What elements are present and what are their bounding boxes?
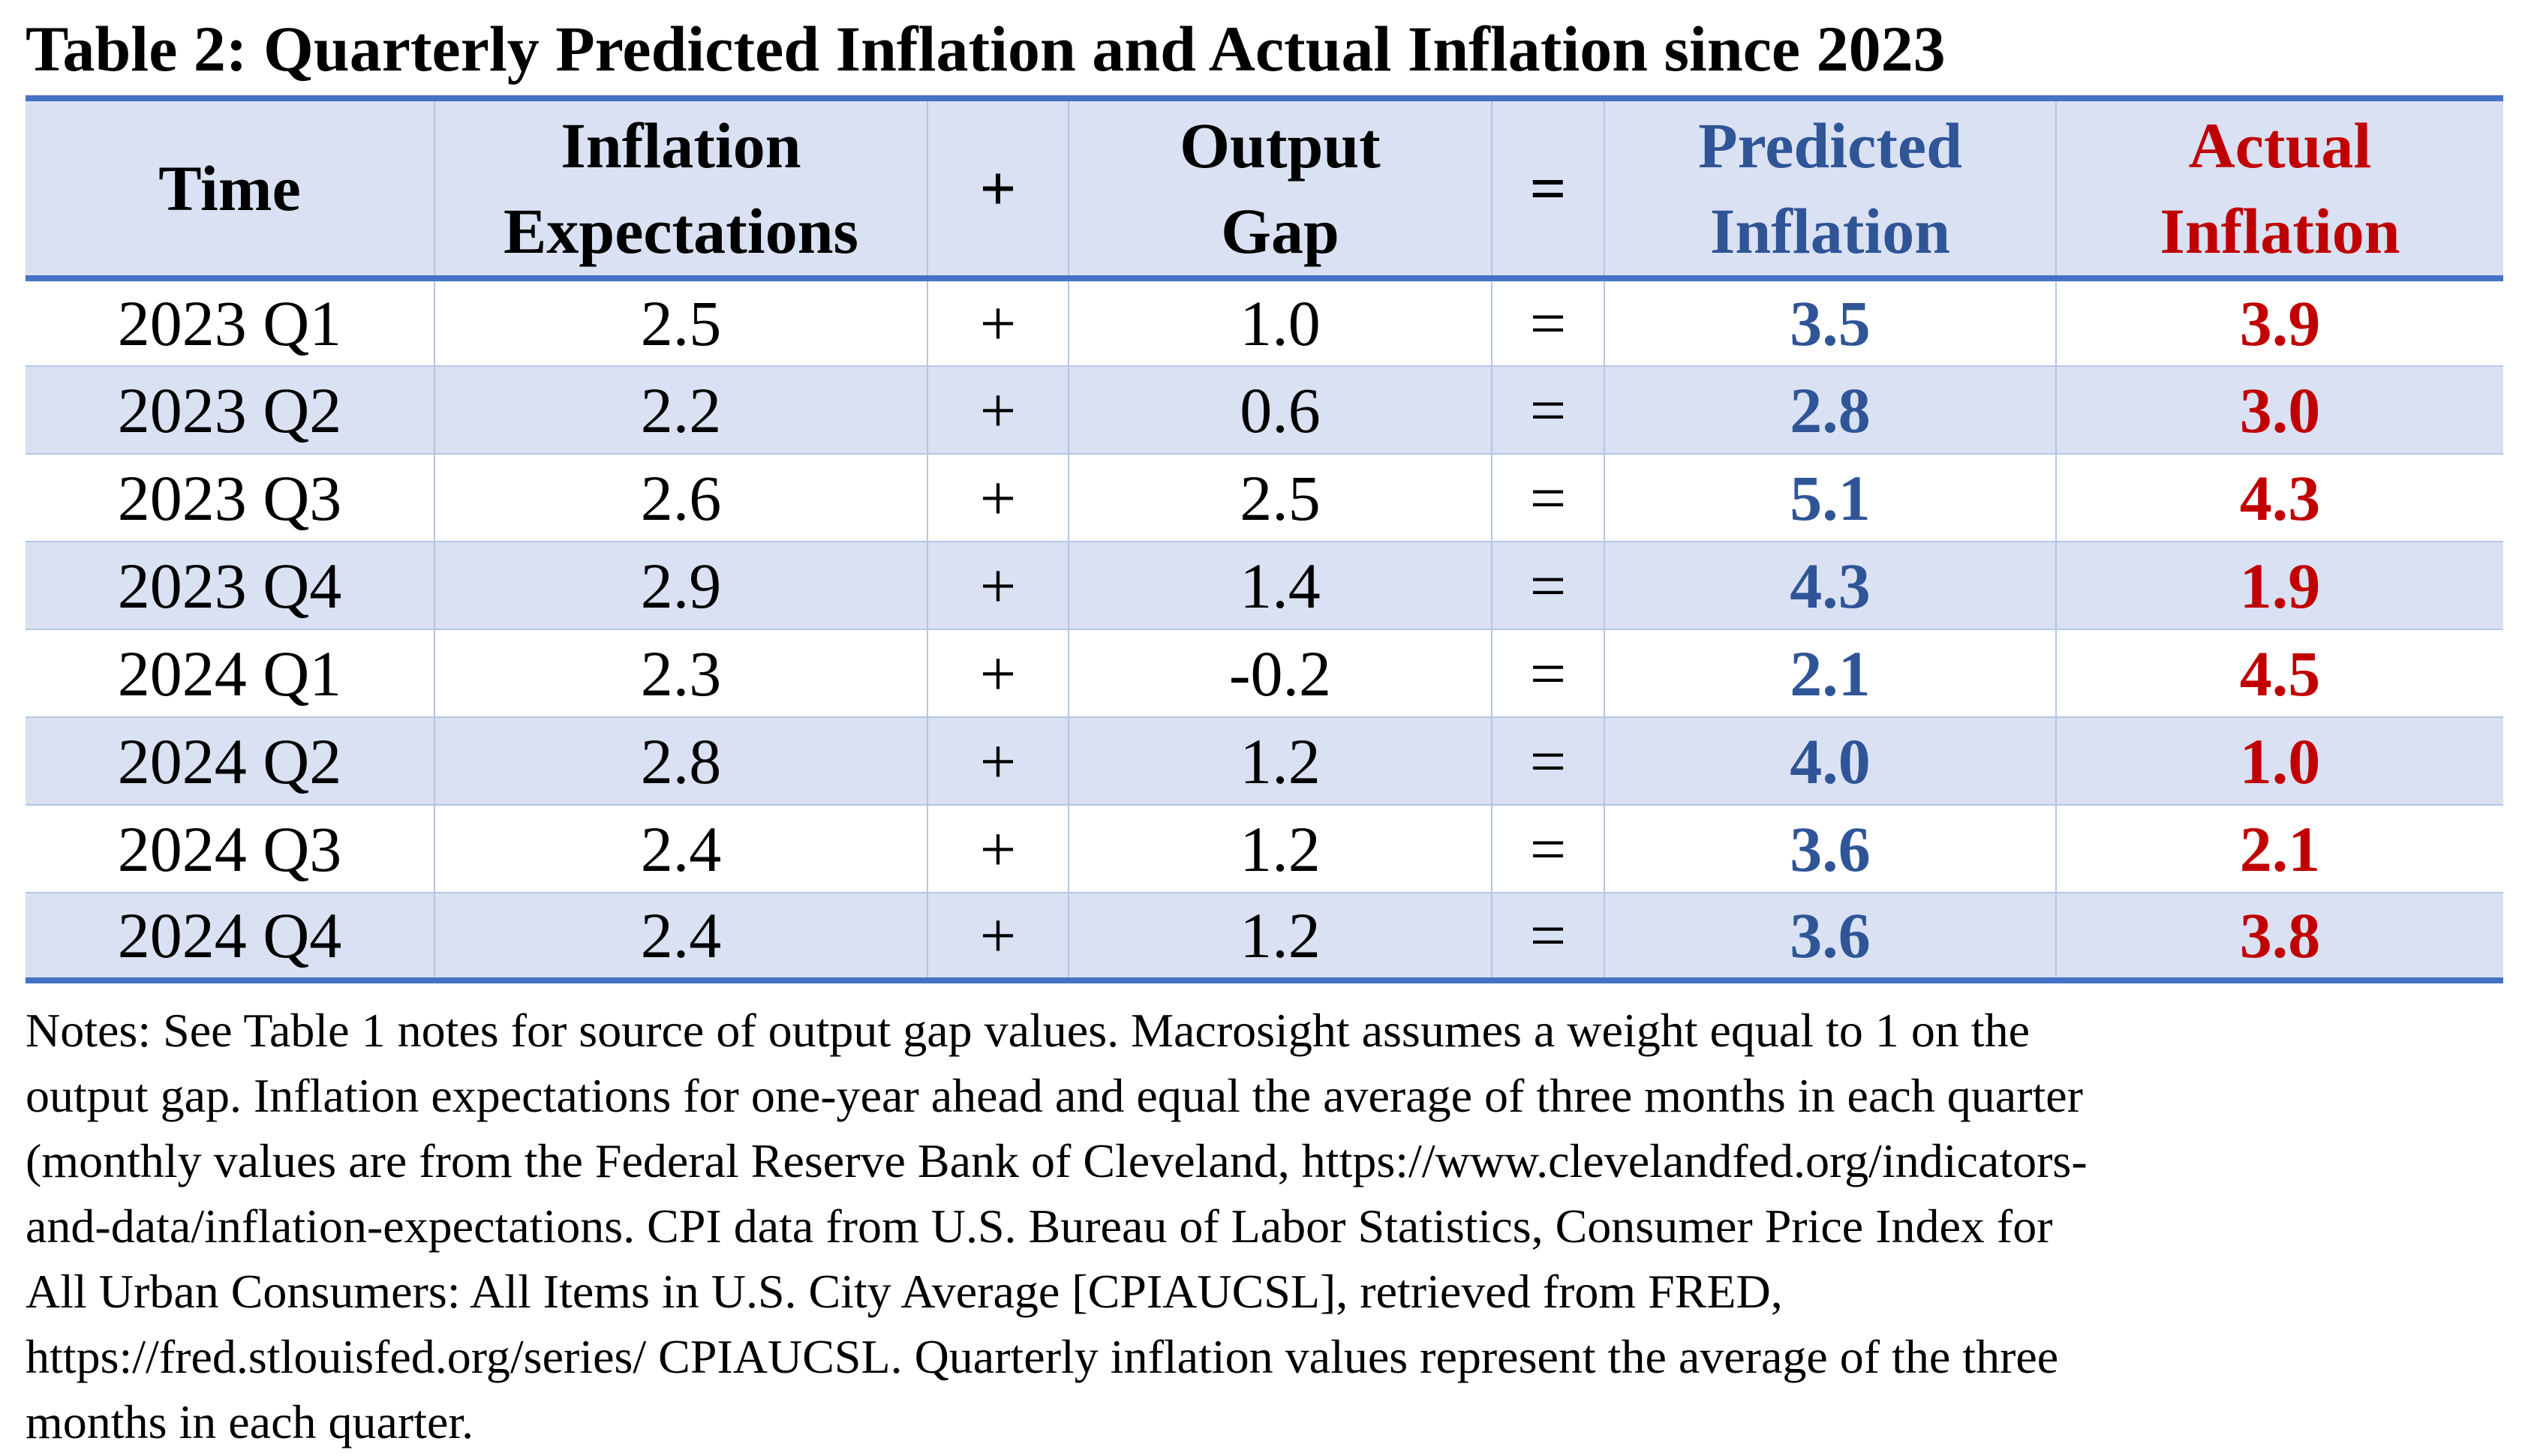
time-cell: 2024 Q4 xyxy=(26,892,434,983)
header-equals-label: = xyxy=(1529,152,1567,224)
header-predicted-line2: Inflation xyxy=(1709,195,1951,267)
output-gap-cell: 1.2 xyxy=(1068,804,1492,893)
output-gap-cell: 2.5 xyxy=(1068,453,1492,542)
plus-cell: + xyxy=(927,716,1069,805)
actual-cell: 3.8 xyxy=(2055,892,2503,983)
predicted-cell: 5.1 xyxy=(1604,453,2056,542)
predicted-cell: 4.3 xyxy=(1604,541,2056,629)
header-predicted-line1: Predicted xyxy=(1698,110,1962,182)
table-row: 2023 Q2 2.2 + 0.6 = 2.8 3.0 xyxy=(26,365,2503,454)
header-gap-line2: Gap xyxy=(1221,195,1339,267)
actual-cell: 4.3 xyxy=(2055,453,2503,542)
equals-cell: = xyxy=(1491,453,1604,542)
time-cell: 2024 Q1 xyxy=(26,629,434,717)
output-gap-cell: -0.2 xyxy=(1068,629,1492,717)
header-time-label: Time xyxy=(158,152,301,224)
predicted-cell: 3.5 xyxy=(1604,278,2056,366)
actual-cell: 1.9 xyxy=(2055,541,2503,629)
header-time: Time xyxy=(26,95,434,281)
plus-cell: + xyxy=(927,629,1069,717)
header-equals: = xyxy=(1491,95,1604,281)
expectations-cell: 2.4 xyxy=(434,804,927,893)
time-cell: 2023 Q1 xyxy=(117,287,342,359)
header-output-gap: Output Gap xyxy=(1068,95,1492,281)
notes-line: output gap. Inflation expectations for o… xyxy=(26,1069,2083,1122)
header-plus: + xyxy=(927,95,1069,281)
table-row: 2023 Q3 2.6 + 2.5 = 5.1 4.3 xyxy=(26,453,2503,542)
notes-line: https://fred.stlouisfed.org/series/ CPIA… xyxy=(26,1330,2059,1383)
expectations-cell: 2.3 xyxy=(434,629,927,717)
expectations-cell: 2.2 xyxy=(434,365,927,454)
header-expectations-line2: Expectations xyxy=(503,195,858,267)
expectations-cell: 2.5 xyxy=(434,278,927,366)
time-cell: 2024 Q3 xyxy=(26,804,434,893)
table-row: 2024 Q4 2.4 + 1.2 = 3.6 3.8 xyxy=(26,892,2503,983)
predicted-cell: 2.1 xyxy=(1604,629,2056,717)
notes-line: Notes: See Table 1 notes for source of o… xyxy=(26,1004,2031,1057)
table-title: Table 2: Quarterly Predicted Inflation a… xyxy=(26,13,1946,85)
table-row: 2024 Q3 2.4 + 1.2 = 3.6 2.1 xyxy=(26,804,2503,893)
time-cell: 2023 Q4 xyxy=(26,541,434,629)
inflation-table: Time Inflation Expectations + Output Gap =… xyxy=(26,95,2503,983)
header-gap-line1: Output xyxy=(1180,110,1381,182)
header-actual: Actual Inflation xyxy=(2055,95,2503,281)
plus-cell: + xyxy=(927,541,1069,629)
plus-cell: + xyxy=(927,453,1069,542)
expectations-cell: 2.6 xyxy=(434,453,927,542)
time-cell: 2024 Q2 xyxy=(26,716,434,805)
plus-cell: + xyxy=(927,278,1069,366)
output-gap-cell: 1.4 xyxy=(1068,541,1492,629)
header-actual-line1: Actual xyxy=(2188,110,2372,182)
notes-line: months in each quarter. xyxy=(26,1395,474,1448)
notes-line: (monthly values are from the Federal Res… xyxy=(26,1134,2088,1187)
output-gap-cell: 1.2 xyxy=(1068,892,1492,983)
equals-cell: = xyxy=(1491,892,1604,983)
header-predicted: Predicted Inflation xyxy=(1604,95,2056,281)
table-row: 2023 Q4 2.9 + 1.4 = 4.3 1.9 xyxy=(26,541,2503,629)
equals-cell: = xyxy=(1491,278,1604,366)
output-gap-cell: 1.2 xyxy=(1068,716,1492,805)
table-row: 2024 Q1 2.3 + -0.2 = 2.1 4.5 xyxy=(26,629,2503,717)
predicted-cell: 3.6 xyxy=(1604,892,2056,983)
actual-cell: 3.9 xyxy=(2055,278,2503,366)
actual-cell: 2.1 xyxy=(2055,804,2503,893)
output-gap-cell: 1.0 xyxy=(1068,278,1492,366)
equals-cell: = xyxy=(1491,541,1604,629)
expectations-cell: 2.8 xyxy=(434,716,927,805)
equals-cell: = xyxy=(1491,629,1604,717)
predicted-cell: 3.6 xyxy=(1604,804,2056,893)
expectations-cell: 2.9 xyxy=(434,541,927,629)
table-notes: Notes: See Table 1 notes for source of o… xyxy=(26,998,2502,1454)
plus-cell: + xyxy=(927,365,1069,454)
equals-cell: = xyxy=(1491,804,1604,893)
actual-cell: 4.5 xyxy=(2055,629,2503,717)
header-expectations-line1: Inflation xyxy=(561,110,801,182)
time-cell: 2023 Q2 xyxy=(26,365,434,454)
table-row: 2024 Q2 2.8 + 1.2 = 4.0 1.0 xyxy=(26,716,2503,805)
time-cell: 2023 Q3 xyxy=(26,453,434,542)
predicted-cell: 2.8 xyxy=(1604,365,2056,454)
actual-cell: 1.0 xyxy=(2055,716,2503,805)
header-row: Time Inflation Expectations + Output Gap =… xyxy=(26,95,2503,281)
notes-line: All Urban Consumers: All Items in U.S. C… xyxy=(26,1265,1783,1318)
header-plus-label: + xyxy=(979,152,1017,224)
actual-cell: 3.0 xyxy=(2055,365,2503,454)
header-expectations: Inflation Expectations xyxy=(434,95,927,281)
equals-cell: = xyxy=(1491,716,1604,805)
header-actual-line2: Inflation xyxy=(2160,195,2400,267)
plus-cell: + xyxy=(927,892,1069,983)
notes-line: and-data/inflation-expectations. CPI dat… xyxy=(26,1199,2053,1253)
output-gap-cell: 0.6 xyxy=(1068,365,1492,454)
table-row: 2023 Q1 2.5 + 1.0 = 3.5 3.9 xyxy=(26,278,2503,366)
plus-cell: + xyxy=(927,804,1069,893)
predicted-cell: 4.0 xyxy=(1604,716,2056,805)
expectations-cell: 2.4 xyxy=(434,892,927,983)
equals-cell: = xyxy=(1491,365,1604,454)
